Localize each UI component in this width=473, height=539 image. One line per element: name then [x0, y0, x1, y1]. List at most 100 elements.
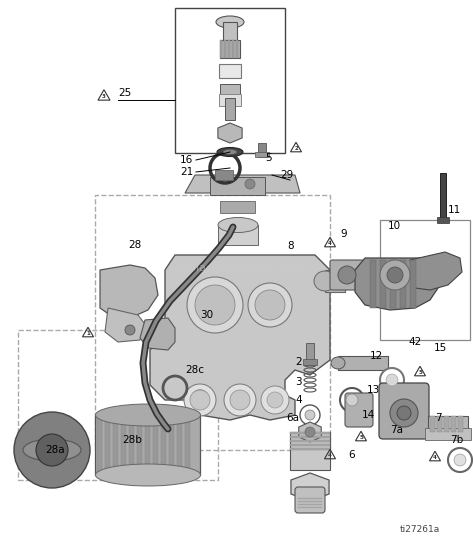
Bar	[258, 143, 266, 157]
Bar	[97, 415, 102, 475]
Text: 4: 4	[328, 241, 332, 246]
Text: 21: 21	[180, 167, 193, 177]
Bar	[175, 8, 285, 153]
Text: 28a: 28a	[45, 445, 65, 455]
Ellipse shape	[216, 16, 244, 28]
Bar	[220, 40, 240, 58]
Circle shape	[267, 392, 283, 408]
Circle shape	[300, 405, 320, 425]
FancyBboxPatch shape	[330, 260, 364, 290]
Bar	[458, 416, 463, 432]
Bar	[219, 64, 241, 78]
Text: 7b: 7b	[450, 435, 463, 445]
Text: 11: 11	[448, 205, 461, 215]
Circle shape	[380, 368, 404, 392]
Bar	[232, 40, 234, 58]
Bar	[290, 444, 330, 446]
Bar	[210, 177, 265, 195]
Bar	[129, 415, 134, 475]
Circle shape	[380, 260, 410, 290]
Bar	[290, 436, 330, 438]
Polygon shape	[105, 308, 148, 342]
Bar	[290, 432, 330, 470]
Polygon shape	[410, 252, 462, 290]
Bar	[425, 428, 471, 440]
Bar	[444, 416, 449, 432]
Text: 6: 6	[348, 450, 355, 460]
Polygon shape	[218, 123, 242, 143]
Bar	[95, 415, 200, 475]
Text: 4: 4	[295, 395, 302, 405]
Polygon shape	[291, 473, 329, 501]
Text: 5: 5	[359, 435, 363, 440]
Text: 28c: 28c	[185, 365, 204, 375]
Text: 10: 10	[388, 221, 401, 231]
Text: ti27261a: ti27261a	[400, 526, 440, 535]
Text: 28b: 28b	[122, 435, 142, 445]
Bar	[390, 260, 396, 308]
Circle shape	[192, 390, 208, 406]
Bar	[220, 84, 240, 94]
Bar	[430, 416, 435, 432]
Text: 8: 8	[287, 241, 294, 251]
Bar	[228, 40, 230, 58]
Bar	[437, 416, 442, 432]
Bar	[380, 260, 386, 308]
Ellipse shape	[96, 464, 201, 486]
Bar	[185, 415, 190, 475]
Ellipse shape	[331, 357, 345, 369]
Text: 30: 30	[200, 310, 213, 320]
Bar	[220, 201, 255, 213]
Polygon shape	[140, 318, 175, 350]
Circle shape	[36, 434, 68, 466]
Bar	[225, 98, 235, 120]
FancyBboxPatch shape	[379, 383, 429, 439]
Text: 29: 29	[280, 170, 293, 180]
Bar	[437, 217, 449, 223]
Bar	[290, 432, 330, 434]
Polygon shape	[185, 175, 300, 193]
Text: 5: 5	[418, 370, 422, 375]
Ellipse shape	[223, 149, 237, 155]
Bar	[370, 260, 376, 308]
Bar	[290, 448, 330, 450]
Circle shape	[255, 290, 285, 320]
Bar	[18, 330, 218, 480]
Text: 1: 1	[86, 331, 90, 336]
Circle shape	[230, 390, 250, 410]
Circle shape	[338, 266, 356, 284]
Bar	[153, 415, 158, 475]
Bar	[290, 440, 330, 442]
Bar	[113, 415, 118, 475]
Circle shape	[224, 384, 256, 416]
Bar	[220, 40, 222, 58]
Text: 12: 12	[370, 351, 383, 361]
Bar	[95, 195, 330, 450]
Bar	[137, 415, 142, 475]
Bar	[338, 356, 388, 370]
Ellipse shape	[96, 404, 201, 426]
Text: 3: 3	[295, 377, 302, 387]
Bar	[236, 40, 238, 58]
Bar	[223, 22, 237, 52]
Text: 5: 5	[265, 153, 272, 163]
Text: 2: 2	[294, 146, 298, 151]
Text: 2: 2	[295, 357, 302, 367]
Bar	[440, 173, 446, 218]
Ellipse shape	[314, 271, 336, 291]
Bar	[218, 225, 258, 245]
Circle shape	[14, 412, 90, 488]
Bar	[325, 270, 345, 292]
Text: eReplacementParts.com: eReplacementParts.com	[168, 263, 304, 273]
Circle shape	[190, 390, 210, 410]
Circle shape	[397, 406, 411, 420]
Bar	[298, 503, 322, 505]
Circle shape	[390, 399, 418, 427]
Text: 3: 3	[102, 94, 106, 99]
Circle shape	[340, 388, 364, 412]
Text: 16: 16	[180, 155, 193, 165]
Bar	[298, 507, 322, 508]
Circle shape	[187, 277, 243, 333]
Circle shape	[346, 394, 358, 406]
Text: 13: 13	[367, 385, 380, 395]
